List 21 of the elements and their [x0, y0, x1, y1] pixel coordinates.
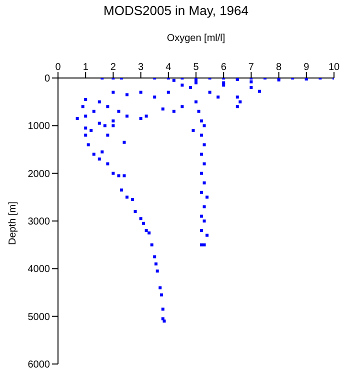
y-tick-label: 5000	[28, 312, 50, 323]
y-tick-label: 4000	[28, 264, 50, 276]
x-tick-label: 10	[328, 62, 340, 73]
x-tick-label: 0	[55, 62, 62, 73]
x-tick-label: 3	[138, 62, 144, 73]
y-tick-label: 6000	[28, 360, 50, 371]
y-tick-label: 3000	[28, 216, 50, 228]
y-axis-title: Depth [m]	[8, 201, 19, 245]
y-tick-label: 1000	[28, 121, 50, 132]
x-tick-label: 4	[166, 62, 172, 73]
x-axis-title: Oxygen [ml/l]	[166, 33, 226, 44]
x-tick-label: 9	[304, 62, 310, 73]
y-tick-label: 2000	[28, 168, 50, 180]
x-tick-label: 1	[82, 62, 89, 73]
chart-title: MODS2005 in May, 1964	[102, 3, 250, 20]
x-tick-label: 7	[248, 62, 254, 73]
x-tick-label: 5	[193, 62, 200, 73]
x-tick-label: 2	[110, 62, 116, 73]
x-tick-label: 6	[220, 62, 227, 73]
x-tick-label: 8	[276, 62, 282, 73]
y-tick-label: 0	[44, 74, 50, 85]
